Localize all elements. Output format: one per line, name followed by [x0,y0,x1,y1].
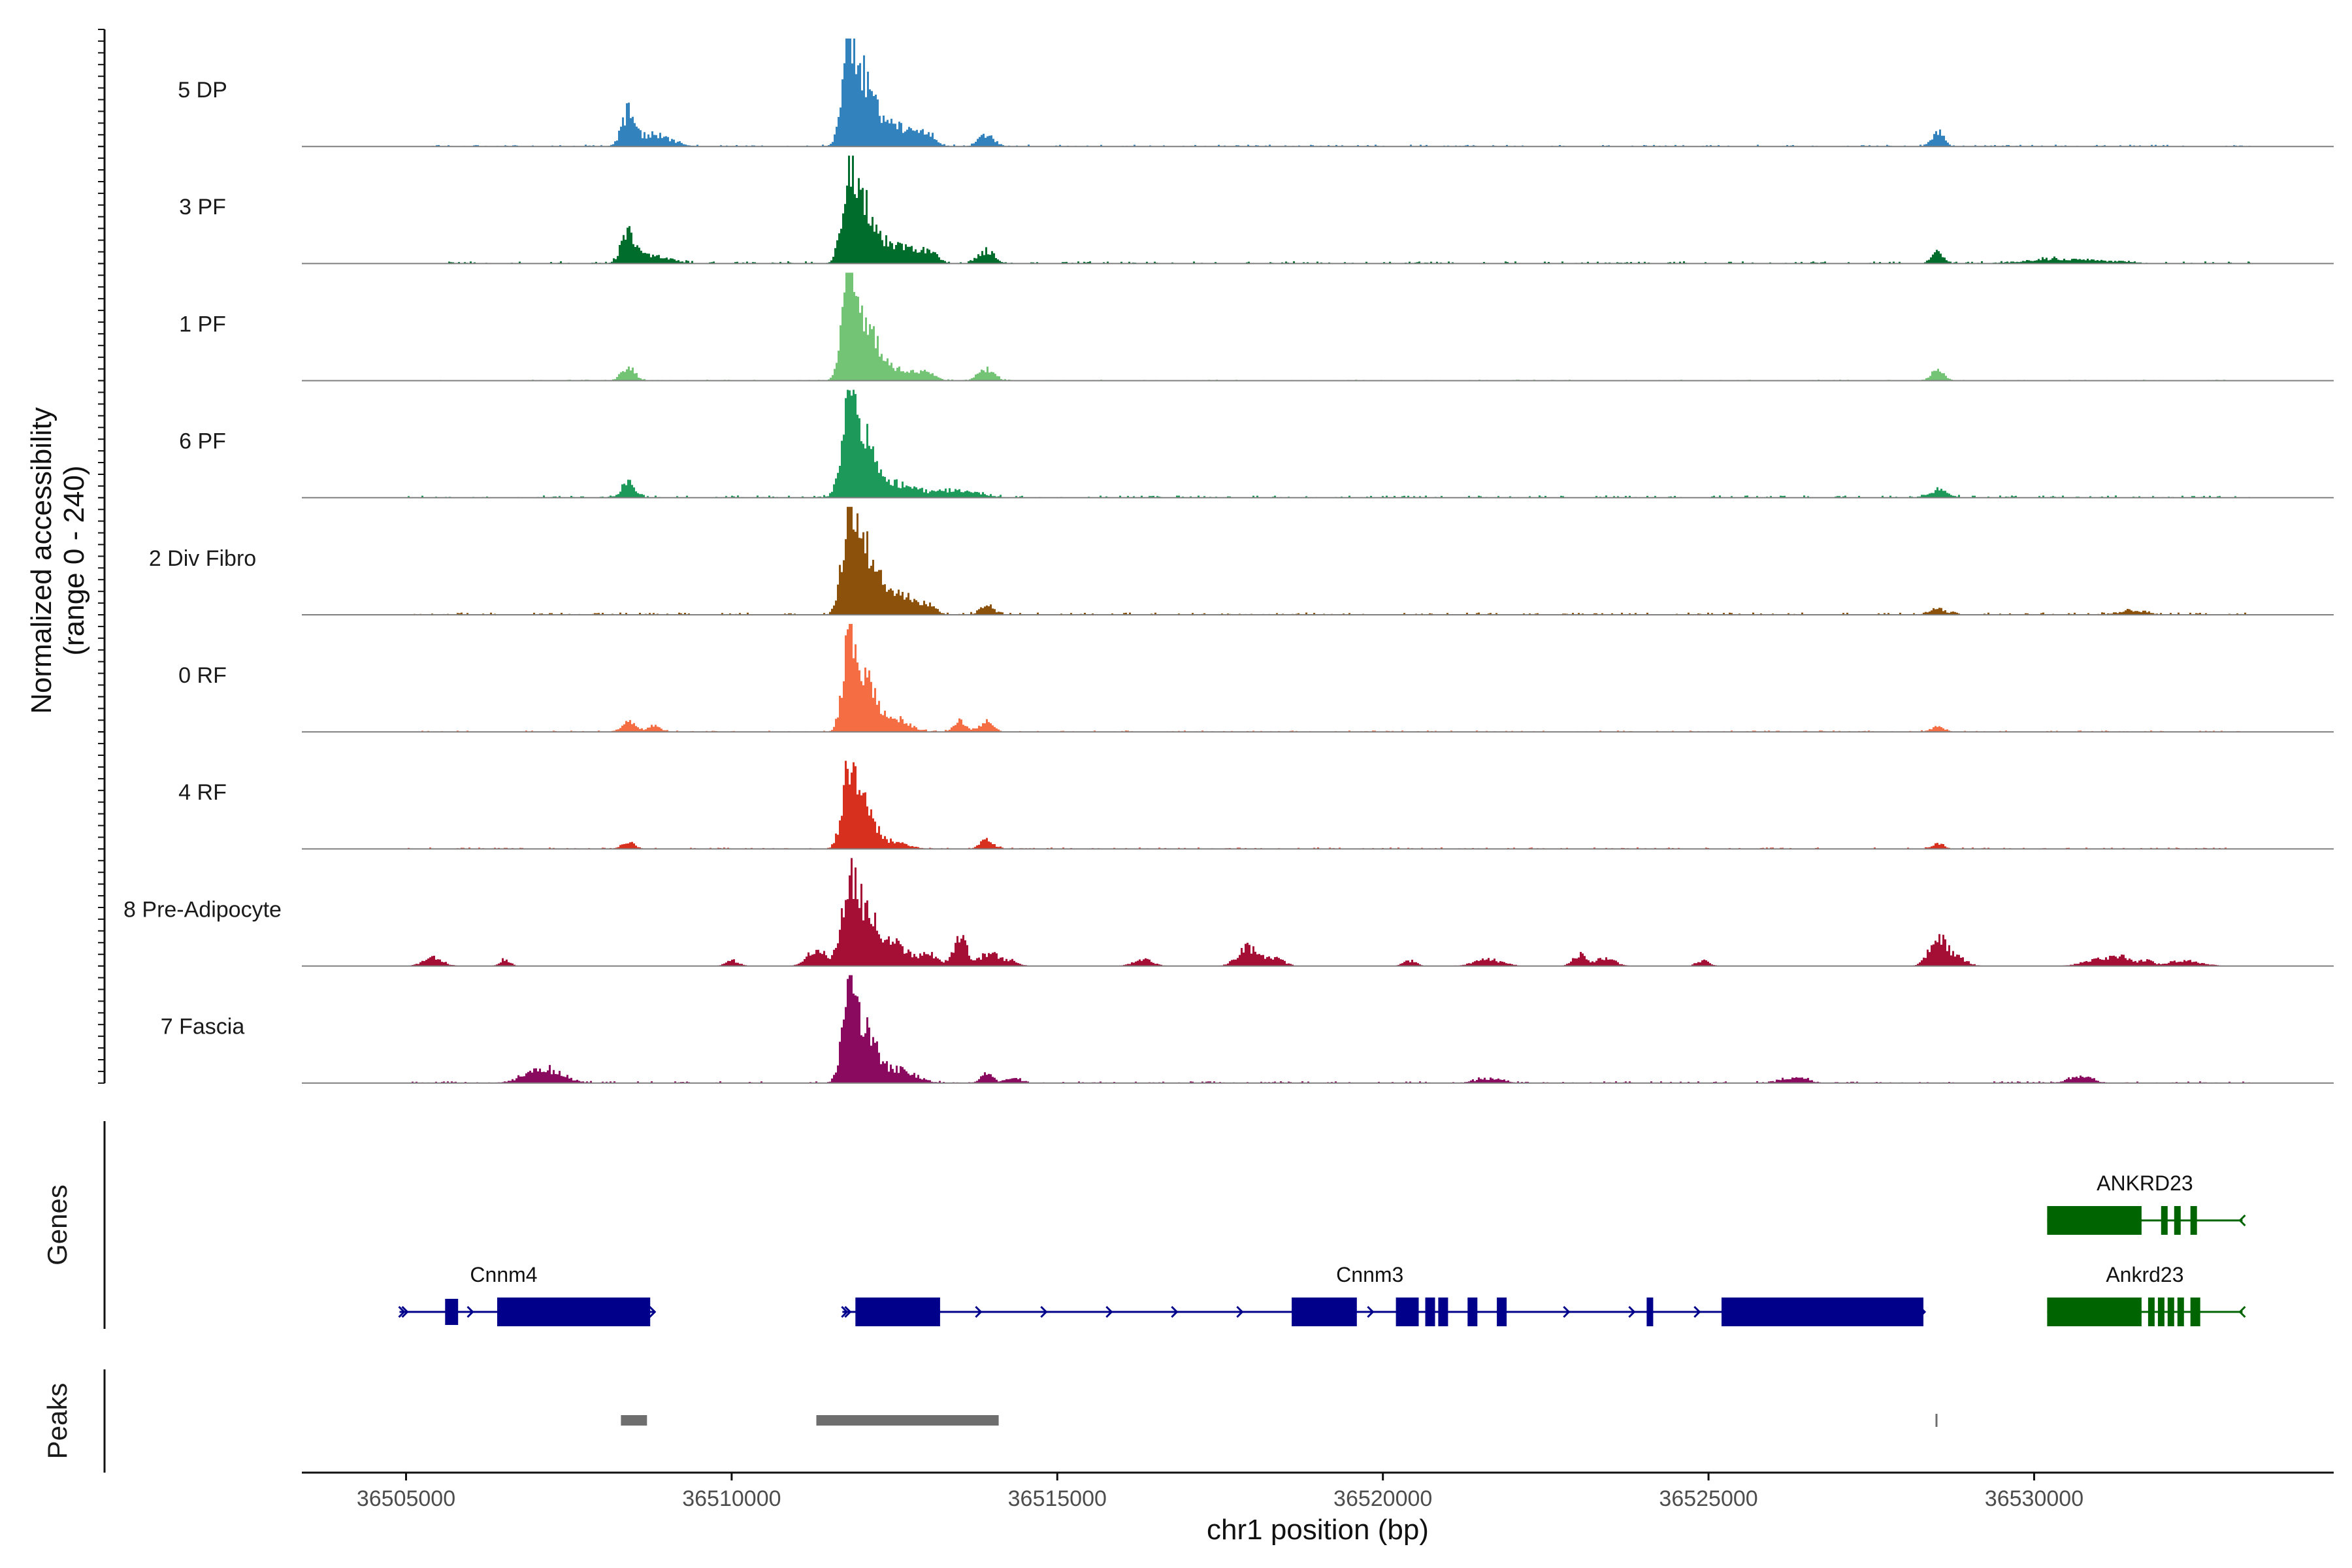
x-tick-label: 36505000 [357,1486,455,1511]
coverage-track: 8 Pre-Adipocyte [123,858,2334,967]
track-label: 4 RF [178,780,227,805]
coverage-area [406,975,2251,1083]
peak-regions [621,1414,1938,1427]
x-tick-label: 36530000 [1985,1486,2083,1511]
exon [497,1298,651,1326]
strand-arrow [2238,1214,2246,1227]
coverage-area [406,858,2251,966]
gene-model: Ankrd23 [2047,1263,2246,1326]
coverage-track: 2 Div Fibro [149,506,2334,615]
x-axis-ticks: 36505000 36510000 36515000 36520000 36525000… [357,1473,2083,1511]
x-tick-label: 36510000 [682,1486,781,1511]
track-label: 6 PF [179,429,226,454]
x-axis-title: chr1 position (bp) [1207,1514,1429,1546]
coverage-track: 3 PF [179,155,2334,265]
strand-arrow [401,1305,409,1318]
exon [2047,1298,2142,1326]
exon [1396,1298,1419,1326]
coverage-area [406,506,2251,615]
strand-arrow [1236,1305,1244,1318]
track-label: 1 PF [179,312,226,336]
track-label: 8 Pre-Adipocyte [123,897,282,922]
strand-arrow [1367,1305,1375,1318]
exon [2157,1298,2164,1326]
strand-arrow [1693,1305,1701,1318]
coverage-track: 5 DP [178,39,2334,148]
track-label: 3 PF [179,195,226,220]
exon [2190,1298,2200,1326]
strand-arrow [1105,1305,1113,1318]
coverage-y-ticks [98,29,105,1084]
exon [1292,1298,1357,1326]
exon [1438,1298,1448,1326]
gene-annotations: Cnnm4 Cnnm3 ANKRD23 Ankrd23 [398,1171,2246,1326]
peak-region [621,1415,647,1426]
exon [2047,1206,2142,1235]
strand-arrow [2238,1305,2246,1318]
strand-arrow [398,1305,406,1318]
coverage-area [406,624,2251,732]
strand-arrow [975,1305,983,1318]
exon [855,1298,940,1326]
coverage-track: 7 Fascia [161,975,2334,1084]
strand-arrow [844,1305,852,1318]
coverage-area [419,155,2251,264]
gene-model: ANKRD23 [2047,1171,2246,1235]
strand-arrow [841,1305,849,1318]
peaks-panel-title: Peaks [42,1383,73,1460]
strand-arrow [1628,1305,1636,1318]
exon [2161,1206,2168,1235]
coverage-area [406,760,2251,849]
genes-panel-title: Genes [42,1184,73,1266]
x-tick-label: 36520000 [1333,1486,1432,1511]
strand-arrow [1040,1305,1048,1318]
coverage-track: 4 RF [178,760,2334,850]
exon [2190,1206,2197,1235]
gene-label: Cnnm3 [1336,1263,1403,1286]
exon [1722,1298,1923,1326]
exon [1467,1298,1478,1326]
y-axis-subtitle: (range 0 - 240) [58,465,90,655]
gene-model: Cnnm3 [841,1263,1927,1326]
x-tick-label: 36515000 [1008,1486,1107,1511]
track-label: 0 RF [178,663,227,688]
coverage-track: 6 PF [179,389,2334,498]
coverage-tracks: 5 DP 3 PF 1 PF 6 PF 2 Div Fibro 0 RF 4 RF 8 Pre… [123,39,2334,1084]
strand-arrow [1563,1305,1571,1318]
exon [2148,1298,2155,1326]
exon [445,1299,459,1325]
exon [1497,1298,1507,1326]
strand-arrow [649,1305,657,1318]
x-tick-label: 36525000 [1659,1486,1757,1511]
coverage-area [406,389,2251,498]
track-label: 7 Fascia [161,1015,245,1039]
coverage-track: 1 PF [179,272,2334,382]
track-label: 5 DP [178,78,227,103]
gene-label: Cnnm4 [470,1263,537,1286]
gene-label: Ankrd23 [2106,1263,2183,1286]
exon [2167,1298,2174,1326]
peak-region [816,1415,999,1426]
coverage-track: 0 RF [178,624,2334,733]
exon [1646,1298,1654,1326]
y-axis-title: Normalized accessibility [25,407,57,713]
exon [2177,1298,2184,1326]
track-label: 2 Div Fibro [149,546,256,571]
gene-label: ANKRD23 [2097,1171,2193,1195]
gene-model: Cnnm4 [398,1263,657,1326]
strand-arrow [466,1305,474,1318]
exon [1425,1298,1435,1326]
strand-arrow [1171,1305,1179,1318]
coverage-area [432,272,2251,381]
exon [2174,1206,2181,1235]
coverage-area [432,39,2251,147]
